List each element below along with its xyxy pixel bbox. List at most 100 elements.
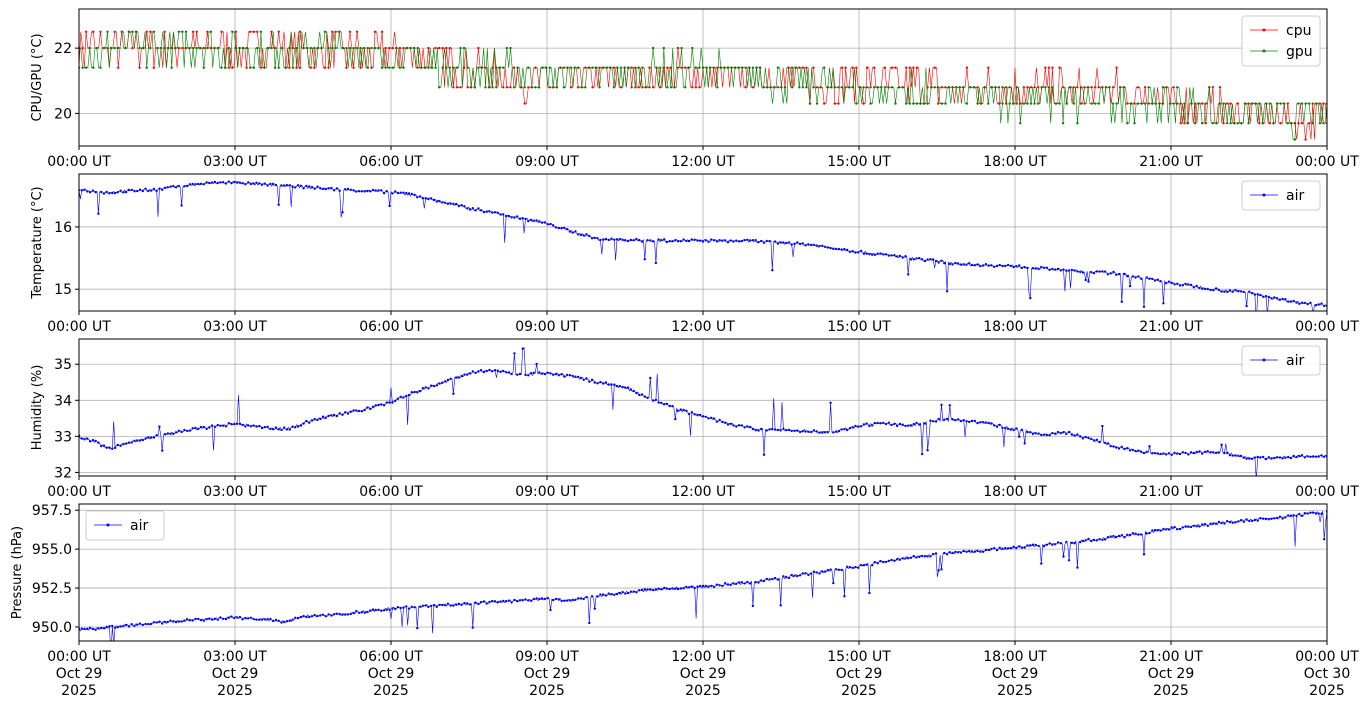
data-point <box>308 185 311 188</box>
data-point <box>563 375 566 378</box>
data-point <box>887 254 890 257</box>
data-point <box>384 46 387 50</box>
data-point <box>1042 266 1046 269</box>
data-point <box>934 552 938 555</box>
data-point <box>1223 451 1226 455</box>
data-point <box>441 46 444 50</box>
data-point <box>710 238 713 241</box>
data-point <box>548 86 551 89</box>
data-point <box>605 66 608 69</box>
data-point <box>984 548 988 552</box>
legend: air <box>1241 180 1321 211</box>
data-point <box>1103 538 1107 541</box>
data-point <box>890 66 894 69</box>
data-point <box>768 578 771 581</box>
data-point <box>438 382 441 385</box>
data-point <box>818 244 821 248</box>
data-point <box>1262 455 1265 459</box>
data-point <box>136 623 139 626</box>
data-point <box>602 593 605 596</box>
data-point <box>474 371 477 375</box>
data-point <box>1148 531 1151 535</box>
data-point <box>1184 525 1187 528</box>
data-point <box>984 263 988 266</box>
data-point <box>1228 454 1232 457</box>
data-point <box>829 246 832 250</box>
data-point <box>244 616 247 620</box>
x-tick-label: 12:00 UT <box>671 484 735 500</box>
data-point <box>1154 102 1158 105</box>
data-point <box>637 86 640 89</box>
data-point <box>462 46 466 50</box>
data-point <box>1234 288 1237 292</box>
data-point <box>854 424 857 428</box>
data-point <box>524 373 527 377</box>
data-point <box>607 592 610 595</box>
data-point <box>1061 122 1065 125</box>
data-point <box>402 191 405 194</box>
data-point <box>1112 445 1115 448</box>
data-point <box>693 413 696 416</box>
data-point <box>580 86 583 89</box>
data-point <box>732 424 735 427</box>
data-point <box>1229 122 1232 125</box>
data-point <box>332 613 336 616</box>
data-point <box>149 46 152 50</box>
data-point <box>427 605 430 609</box>
data-point <box>507 371 511 374</box>
data-point <box>213 425 217 428</box>
data-point <box>1243 102 1247 105</box>
data-point <box>83 188 86 191</box>
data-point <box>970 263 974 267</box>
data-point <box>865 422 868 425</box>
data-point <box>219 181 222 184</box>
data-point <box>1258 102 1261 105</box>
data-point <box>97 212 100 215</box>
data-point <box>568 230 572 233</box>
data-point <box>979 550 982 553</box>
data-point <box>937 102 940 105</box>
data-point <box>846 565 849 568</box>
data-point <box>865 563 868 566</box>
data-point <box>161 622 164 625</box>
data-point <box>346 412 350 415</box>
data-point <box>535 597 538 600</box>
data-point <box>641 86 644 89</box>
data-point <box>1254 102 1257 105</box>
data-point <box>274 618 278 622</box>
data-point <box>983 86 986 89</box>
data-point <box>613 238 616 241</box>
data-point <box>1309 455 1312 458</box>
x-tick-label: 03:00 UT <box>203 154 267 170</box>
data-point <box>883 86 887 89</box>
data-point <box>1020 428 1024 431</box>
data-point <box>1058 66 1061 69</box>
data-point <box>1306 302 1309 306</box>
data-point <box>285 428 289 431</box>
data-point <box>413 390 416 394</box>
data-point <box>937 261 940 264</box>
data-point <box>220 66 223 69</box>
data-point <box>943 418 946 421</box>
data-point <box>504 371 508 374</box>
data-point <box>893 559 896 562</box>
data-point <box>1034 543 1038 547</box>
data-point <box>1289 300 1293 303</box>
data-point <box>310 186 314 189</box>
data-point <box>432 384 436 388</box>
data-point <box>92 30 95 33</box>
data-point <box>1137 533 1140 536</box>
data-point <box>929 419 932 422</box>
data-point <box>252 30 255 33</box>
data-point <box>95 46 99 50</box>
data-point <box>1317 512 1320 515</box>
data-point <box>668 404 671 408</box>
data-point <box>1220 290 1223 293</box>
data-point <box>948 404 951 407</box>
data-point <box>488 368 491 372</box>
data-point <box>434 46 437 50</box>
data-point <box>790 429 793 433</box>
data-point <box>684 66 687 69</box>
data-point <box>535 219 538 222</box>
